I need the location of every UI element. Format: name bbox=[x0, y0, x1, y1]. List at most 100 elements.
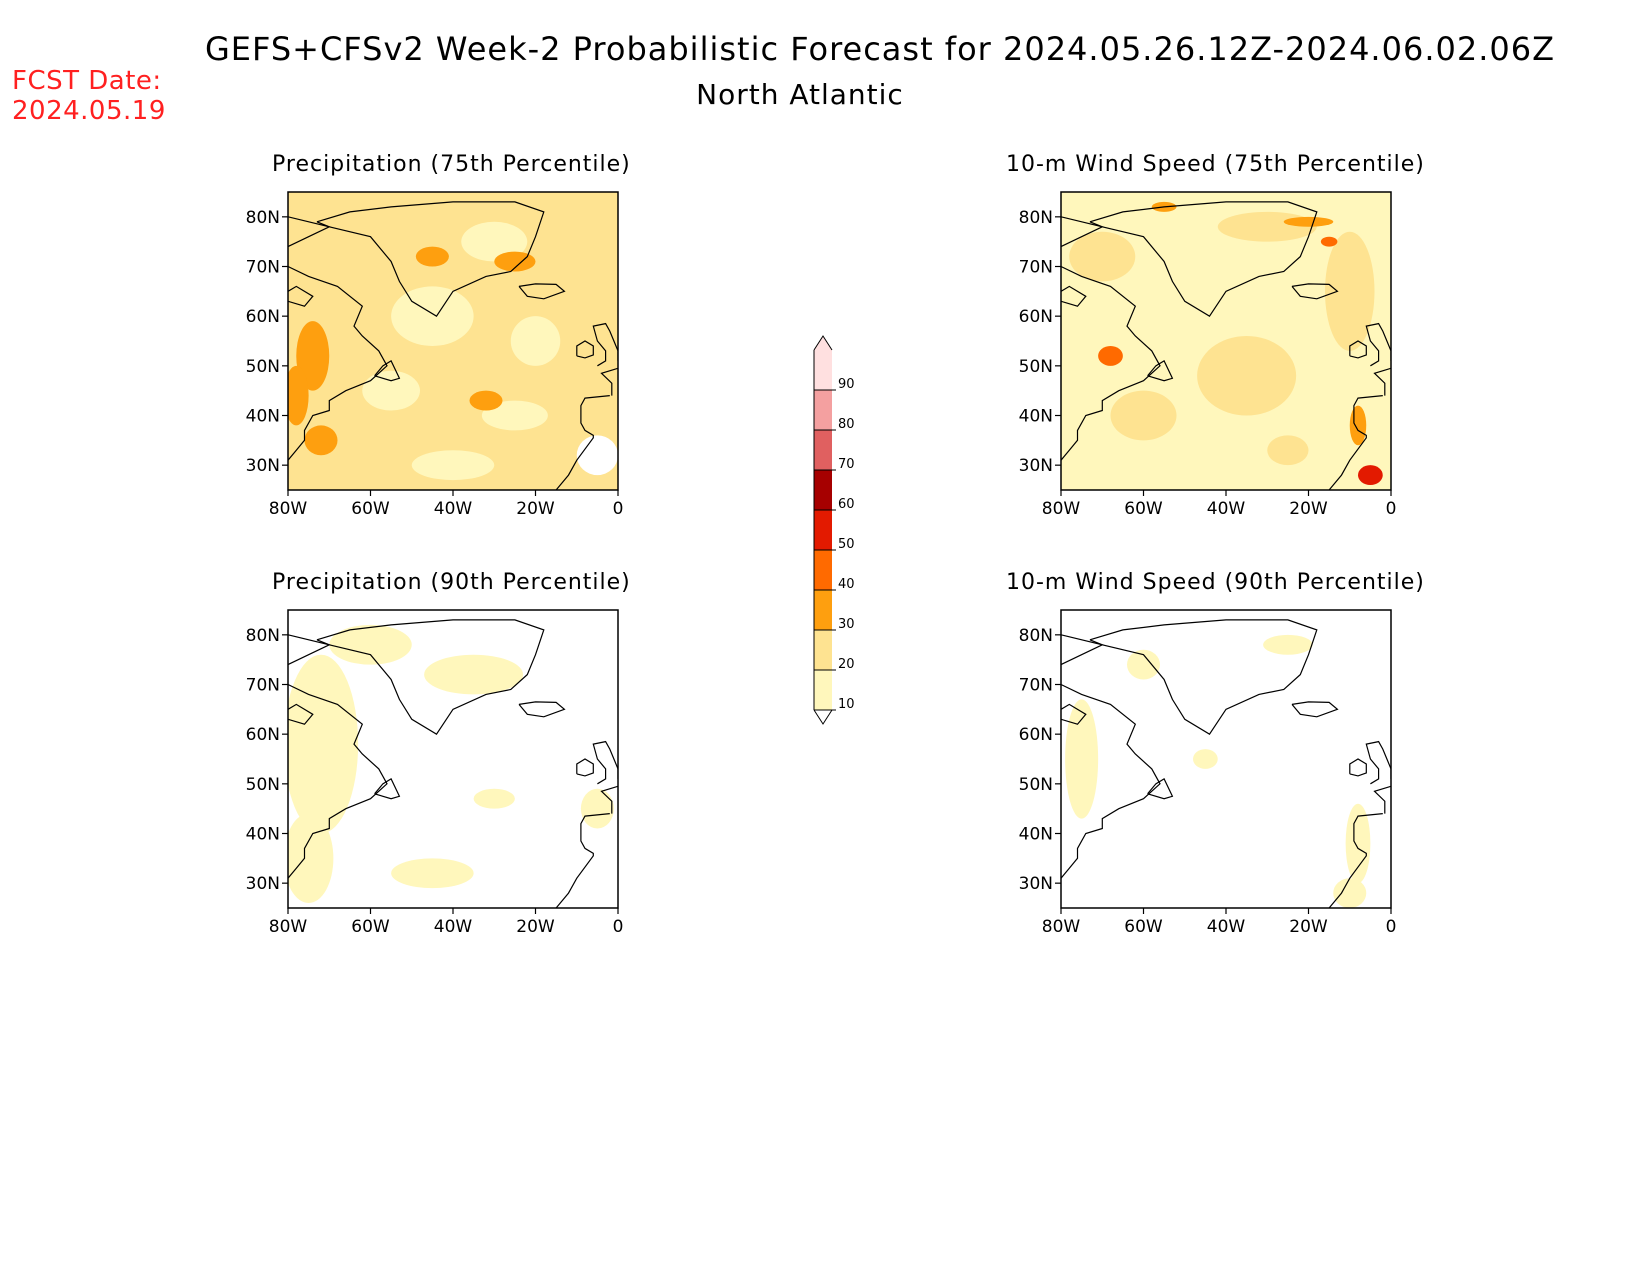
probability-shading-region bbox=[461, 221, 528, 262]
probability-shading-region bbox=[391, 858, 474, 889]
colorbar-segment bbox=[814, 430, 832, 470]
map-panel-wind-90: 80N 70N 60N 50N 40N 30N 80W 60W 40W 20W 0 bbox=[993, 603, 1403, 947]
coastline bbox=[316, 619, 545, 736]
map-precip-75: 80N 70N 60N 50N 40N 30N 80W 60W 40W 20W 0 bbox=[246, 191, 624, 519]
coastline bbox=[1061, 216, 1105, 248]
probability-shading-region bbox=[1325, 231, 1375, 351]
probability-shading-region bbox=[296, 321, 330, 391]
coastline bbox=[592, 740, 618, 785]
lat-tick-label: 50N bbox=[1019, 775, 1053, 795]
probability-shading-region bbox=[1193, 749, 1218, 769]
lat-tick-label: 70N bbox=[1019, 258, 1053, 278]
lon-tick-label: 40W bbox=[1207, 917, 1246, 937]
colorbar-segment bbox=[814, 470, 832, 510]
lon-tick-label: 20W bbox=[516, 499, 555, 519]
coastline bbox=[576, 758, 594, 777]
coastline bbox=[374, 778, 401, 800]
lon-tick-label: 0 bbox=[613, 917, 624, 937]
lon-tick-label: 80W bbox=[1042, 499, 1081, 519]
lat-tick-label: 50N bbox=[1019, 357, 1053, 377]
coastline bbox=[1291, 701, 1339, 718]
lat-tick-label: 60N bbox=[246, 725, 280, 745]
colorbar-segment bbox=[814, 590, 832, 630]
forecast-date-label: FCST Date: bbox=[12, 66, 162, 96]
colorbar-top-cap bbox=[813, 335, 833, 351]
lon-tick-label: 20W bbox=[516, 917, 555, 937]
probability-shading-region bbox=[469, 390, 503, 411]
probability-shading-region bbox=[288, 365, 309, 426]
probability-shading-region bbox=[576, 435, 618, 476]
map-precip-90: 80N 70N 60N 50N 40N 30N 80W 60W 40W 20W 0 bbox=[246, 609, 624, 937]
probability-shading-region bbox=[329, 624, 412, 665]
lon-tick-label: 60W bbox=[351, 499, 390, 519]
probability-shading-region bbox=[1320, 236, 1338, 247]
probability-shading-region bbox=[424, 654, 524, 695]
coastline bbox=[1061, 703, 1087, 725]
probability-shading-region bbox=[494, 251, 536, 272]
coastline bbox=[1061, 634, 1105, 666]
coastline bbox=[1365, 322, 1391, 367]
coastline bbox=[1373, 367, 1391, 396]
probability-shading-region bbox=[1127, 649, 1160, 680]
lat-tick-label: 80N bbox=[1019, 208, 1053, 228]
coastline bbox=[600, 785, 618, 814]
probability-shading-region bbox=[1358, 465, 1383, 486]
probability-shading-region bbox=[1349, 405, 1367, 446]
lon-tick-label: 40W bbox=[1207, 499, 1246, 519]
probability-shading-region bbox=[288, 813, 334, 904]
colorbar-tick-label: 50 bbox=[838, 537, 855, 552]
colorbar-tick-label: 60 bbox=[838, 497, 855, 512]
probability-shading-region bbox=[1333, 878, 1367, 908]
probability-shading-region bbox=[1098, 345, 1123, 366]
map-background bbox=[1061, 610, 1391, 908]
coastline bbox=[288, 216, 332, 248]
lat-tick-label: 30N bbox=[1019, 874, 1053, 894]
lon-tick-label: 60W bbox=[351, 917, 390, 937]
coastline bbox=[288, 285, 314, 307]
probability-shading-region bbox=[481, 400, 548, 431]
probability-shading-region bbox=[1263, 634, 1313, 655]
lat-tick-label: 70N bbox=[246, 676, 280, 696]
forecast-date-value: 2024.05.19 bbox=[12, 96, 166, 126]
colorbar-segment bbox=[814, 630, 832, 670]
lon-tick-label: 0 bbox=[613, 499, 624, 519]
coastline bbox=[1089, 619, 1318, 736]
map-panel-wind-75: 80N 70N 60N 50N 40N 30N 80W 60W 40W 20W 0 bbox=[993, 185, 1403, 529]
coastline bbox=[1349, 340, 1367, 359]
coastline bbox=[1061, 683, 1161, 879]
colorbar-tick-label: 30 bbox=[838, 617, 855, 632]
probability-shading-region bbox=[510, 316, 561, 366]
lon-tick-label: 0 bbox=[1386, 917, 1397, 937]
probability-shading-region bbox=[1069, 231, 1136, 282]
lat-tick-label: 70N bbox=[1019, 676, 1053, 696]
region-subtitle: North Atlantic bbox=[696, 78, 904, 111]
lon-tick-label: 0 bbox=[1386, 499, 1397, 519]
lat-tick-label: 60N bbox=[1019, 307, 1053, 327]
lon-tick-label: 80W bbox=[1042, 917, 1081, 937]
probability-shading-region bbox=[1267, 435, 1309, 466]
lat-tick-label: 50N bbox=[246, 775, 280, 795]
panel-title-precip-75: Precipitation (75th Percentile) bbox=[272, 152, 631, 177]
main-title: GEFS+CFSv2 Week-2 Probabilistic Forecast… bbox=[204, 30, 1556, 68]
shading-layer bbox=[1061, 192, 1391, 490]
lon-tick-label: 60W bbox=[1124, 917, 1163, 937]
lat-tick-label: 60N bbox=[1019, 725, 1053, 745]
colorbar-segment bbox=[814, 390, 832, 430]
lat-tick-label: 40N bbox=[1019, 825, 1053, 845]
shading-layer bbox=[288, 192, 618, 490]
colorbar-segment bbox=[814, 670, 832, 710]
coastline bbox=[1349, 758, 1367, 777]
probability-shading-region bbox=[1217, 211, 1317, 242]
lat-tick-label: 30N bbox=[246, 874, 280, 894]
shading-layer bbox=[1061, 610, 1391, 908]
coastline bbox=[600, 367, 618, 396]
lat-tick-label: 80N bbox=[246, 208, 280, 228]
lat-tick-label: 60N bbox=[246, 307, 280, 327]
probability-shading-region bbox=[1065, 699, 1099, 819]
lat-tick-label: 70N bbox=[246, 258, 280, 278]
probability-shading-region bbox=[1345, 803, 1371, 884]
colorbar-tick-label: 80 bbox=[838, 417, 855, 432]
lon-tick-label: 20W bbox=[1289, 917, 1328, 937]
colorbar-svg: 10 20 30 40 50 60 70 80 90 bbox=[813, 335, 855, 725]
coastline bbox=[1147, 778, 1174, 800]
